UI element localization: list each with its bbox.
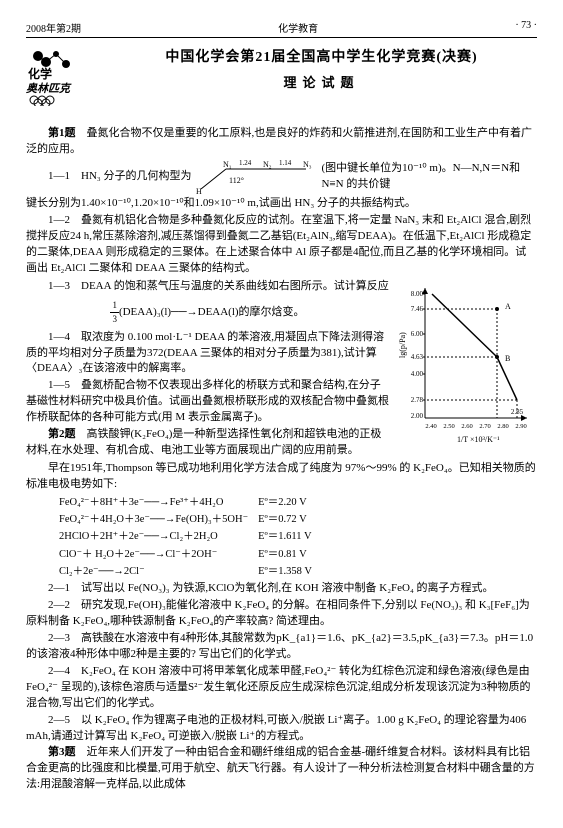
svg-text:N₂: N₂ [263,160,272,169]
svg-text:1.24: 1.24 [239,159,252,167]
svg-text:2.50: 2.50 [443,423,454,430]
q2-3: 2—3 高铁酸在水溶液中有4种形体,其酸常数为pK_{a1}＝1.6、pK_{a… [26,631,537,663]
q3: 第3题 近年来人们开发了一种由铝合金和硼纤维组成的铝合金基-硼纤维复合材料。该材… [26,745,537,793]
q2-intro: 第2题 高铁酸钾(K₂FeO₄)是一种新型选择性氧化剂和超铁电池的正极材料,在水… [26,427,389,459]
svg-text:lg(p/Pa): lg(p/Pa) [398,331,407,357]
q2-5: 2—5 以 K₂FeO₄ 作为锂离子电池的正极材料,可嵌入/脱嵌 Li⁺离子。1… [26,713,537,745]
q1-5: 1—5 叠氮桥配合物不仅表现出多样化的桥联方式和聚合结构,在分子基磁性材料研究中… [26,378,389,426]
svg-text:1.14: 1.14 [279,159,292,167]
svg-text:4.00: 4.00 [411,370,424,378]
hdr-right: · 73 · [515,20,537,35]
svg-text:1/T ×10³/K⁻¹: 1/T ×10³/K⁻¹ [457,435,500,444]
svg-text:B: B [505,354,510,363]
svg-text:2.40: 2.40 [425,423,436,430]
svg-text:A: A [505,302,511,311]
hn3-diagram: N₁ N₂ N₃ 1.24 1.14 H 112° [191,159,321,195]
svg-text:2.85: 2.85 [511,408,524,416]
svg-text:H: H [196,187,202,195]
hdr-center: 化学教育 [278,20,318,35]
q1-4: 1—4 取浓度为 0.100 mol·L⁻¹ DEAA 的苯溶液,用凝固点下降法… [26,330,389,378]
svg-text:2.60: 2.60 [461,423,472,430]
electrode-table: FeO₄²⁻＋8H⁺＋3e⁻──→Fe³⁺＋4H₂OEº＝2.20 V FeO₄… [59,494,322,580]
svg-text:2.78: 2.78 [411,396,424,404]
q1-2: 1—2 叠氮有机铝化合物是多种叠氮化反应的试剂。在室温下,将一定量 NaN₃ 末… [26,213,537,277]
sub-title: 理论试题 [106,72,537,91]
hdr-left: 2008年第2期 [26,20,81,35]
q2-2: 2—2 研究发现,Fe(OH)₃能催化溶液中 K₂FeO₄ 的分解。在相同条件下… [26,598,537,630]
q2-4: 2—4 K₂FeO₄ 在 KOH 溶液中可将甲苯氧化成苯甲醛,FeO₄²⁻ 转化… [26,664,537,712]
svg-text:奥林匹克: 奥林匹克 [26,82,72,95]
svg-text:2.70: 2.70 [479,423,490,430]
page-header: 2008年第2期 化学教育 · 73 · [26,20,537,38]
main-title: 中国化学会第21届全国高中学生化学竞赛(决赛) [106,46,537,66]
olympiad-logo: 化学 奥林匹克 [26,46,106,106]
svg-text:2.80: 2.80 [497,423,508,430]
q1-1b: (图中键长单位为10⁻¹⁰ m)。N—N,N＝N和N≡N 的共价键 [321,161,537,193]
svg-text:2.90: 2.90 [515,423,526,430]
svg-text:4.63: 4.63 [411,353,424,361]
q1-intro: 第1题 叠氮化合物不仅是重要的化工原料,也是良好的炸药和火箭推进剂,在国防和工业… [26,126,537,158]
q1-1a: 1—1 HN₃ 分子的几何构型为 [26,169,191,185]
q2-1: 2—1 试写出以 Fe(NO₃)₃ 为铁源,KClO为氧化剂,在 KOH 溶液中… [26,581,537,597]
svg-text:N₃: N₃ [303,160,312,169]
svg-text:化学: 化学 [28,66,52,81]
svg-text:112°: 112° [229,176,244,185]
title-row: 化学 奥林匹克 中国化学会第21届全国高中学生化学竞赛(决赛) 理论试题 [26,46,537,106]
q2-p1: 早在1951年,Thompson 等已成功地利用化学方法合成了纯度为 97%～9… [26,461,537,493]
q1-1c: 键长分别为1.40×10⁻¹⁰,1.20×10⁻¹⁰和1.09×10⁻¹⁰ m,… [26,196,537,212]
svg-text:6.00: 6.00 [411,330,424,338]
q1-3: 1—3 DEAA 的饱和蒸气压与温度的关系曲线如右图所示。试计算反应 [26,279,389,295]
svg-text:8.00: 8.00 [411,290,424,298]
vapor-pressure-chart: 8.00 7.46 6.00 4.63 4.00 2.78 2.00 A B 2… [397,278,537,448]
svg-text:7.46: 7.46 [411,305,424,313]
svg-text:N₁: N₁ [223,160,232,169]
q1-3eq: 13(DEAA)₃(l)──→DEAA(l)的摩尔焓变。 [26,299,389,326]
svg-text:2.00: 2.00 [411,412,424,420]
